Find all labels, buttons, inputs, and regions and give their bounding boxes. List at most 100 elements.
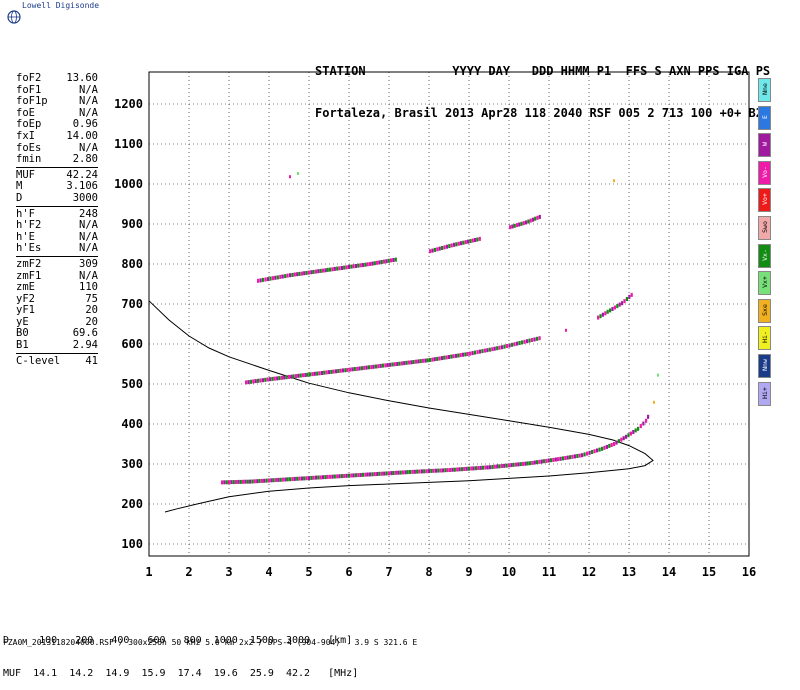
param-row: M 3.106 — [16, 181, 98, 193]
echo-point — [397, 470, 400, 475]
legend-swatch: Sxe — [758, 298, 771, 323]
echo-point — [343, 474, 346, 478]
echo-point — [298, 271, 301, 276]
echo-point — [500, 464, 503, 468]
echo-point — [450, 243, 453, 248]
echo-point — [464, 352, 467, 357]
echo-point — [557, 457, 560, 462]
echo-point — [470, 466, 473, 471]
echo-point — [269, 377, 272, 382]
x-tick-label: 7 — [385, 565, 392, 579]
echo-point — [533, 337, 536, 342]
y-tick-label: 900 — [121, 217, 143, 231]
echo-point — [286, 477, 289, 482]
echo-point — [588, 450, 591, 455]
echo-point — [324, 475, 327, 480]
echo-point — [377, 364, 380, 369]
echo-point — [506, 344, 509, 348]
header-values: Fortaleza, Brasil 2013 Apr28 118 2040 RS… — [315, 106, 763, 120]
echo-point — [429, 358, 432, 362]
echo-point — [321, 268, 325, 273]
echo-point — [528, 338, 531, 343]
y-tick-label: 700 — [121, 297, 143, 311]
echo-point — [261, 277, 265, 282]
echo-point — [566, 455, 569, 460]
echo-point — [610, 443, 613, 447]
echo-point — [324, 268, 327, 273]
echo-point — [634, 428, 637, 433]
echo-point — [459, 353, 462, 358]
echo-point — [471, 238, 474, 243]
echo-point — [576, 454, 579, 458]
echo-point — [401, 470, 405, 475]
echo-point — [254, 379, 257, 384]
echo-point — [359, 263, 362, 268]
param-name: D — [16, 191, 23, 204]
echo-point — [517, 462, 520, 467]
echo-point — [540, 459, 543, 464]
echo-point — [304, 373, 307, 377]
echo-point — [341, 368, 345, 373]
echo-point — [511, 224, 514, 229]
y-tick-label: 400 — [121, 417, 143, 431]
echo-point — [489, 465, 492, 470]
echo-point — [394, 470, 398, 475]
echo-point — [516, 341, 519, 346]
echo-point — [378, 471, 381, 476]
param-name: C-level — [16, 354, 61, 367]
echo-point — [277, 477, 280, 482]
echo-point — [314, 269, 318, 274]
echo-point — [307, 476, 310, 481]
echo-point — [479, 465, 482, 470]
echo-point — [501, 345, 504, 350]
echo-point — [279, 274, 282, 279]
echo-point — [496, 464, 499, 469]
echo-point — [513, 342, 516, 347]
echo-point — [346, 367, 349, 372]
echo-point — [380, 471, 383, 476]
echo-point — [443, 245, 446, 250]
echo-point — [334, 369, 338, 374]
echo-point — [370, 365, 373, 370]
echo-point — [242, 479, 245, 484]
echo-point — [269, 276, 272, 281]
echo-point — [629, 431, 632, 436]
echo-point — [613, 179, 615, 183]
echo-point — [454, 353, 458, 358]
echo-point — [298, 476, 301, 481]
echo-point — [456, 467, 459, 472]
x-tick-label: 3 — [225, 565, 232, 579]
echo-point — [291, 272, 294, 277]
echo-point — [310, 270, 313, 275]
echo-point — [299, 373, 302, 378]
param-value: 75 — [85, 292, 98, 305]
echo-point — [345, 473, 348, 478]
echo-point — [491, 465, 494, 469]
param-row: B1 2.94 — [16, 339, 98, 352]
echo-point — [424, 358, 427, 363]
echo-point — [325, 370, 328, 375]
param-value: N/A — [79, 95, 98, 108]
x-tick-label: 5 — [305, 565, 312, 579]
legend-swatch: Hi+ — [758, 381, 771, 406]
echo-point — [263, 478, 266, 483]
echo-point — [513, 223, 516, 228]
legend-label: Vx+ — [761, 276, 769, 289]
echo-point — [491, 347, 494, 352]
x-tick-label: 10 — [502, 565, 516, 579]
param-value: 309 — [79, 257, 98, 270]
echo-point — [272, 478, 275, 483]
echo-point — [303, 271, 306, 276]
echo-point — [432, 468, 435, 473]
echo-point — [474, 238, 477, 242]
echo-point — [249, 479, 252, 484]
param-name: foF1 — [16, 83, 42, 96]
echo-point — [486, 465, 489, 470]
legend-label: Nne — [761, 83, 769, 95]
echo-point — [252, 379, 255, 384]
polarization-legend: Nne E W Vo- Vo+ Swo Vx- Vx+ Sxe Hi- Nnw Hi+ — [758, 78, 771, 409]
echo-point — [251, 479, 254, 484]
param-name: MUF — [16, 168, 35, 181]
echo-point — [403, 361, 406, 366]
muf-distance-row: D 100 200 400 600 800 1000 1500 3000 [km… — [3, 635, 353, 646]
